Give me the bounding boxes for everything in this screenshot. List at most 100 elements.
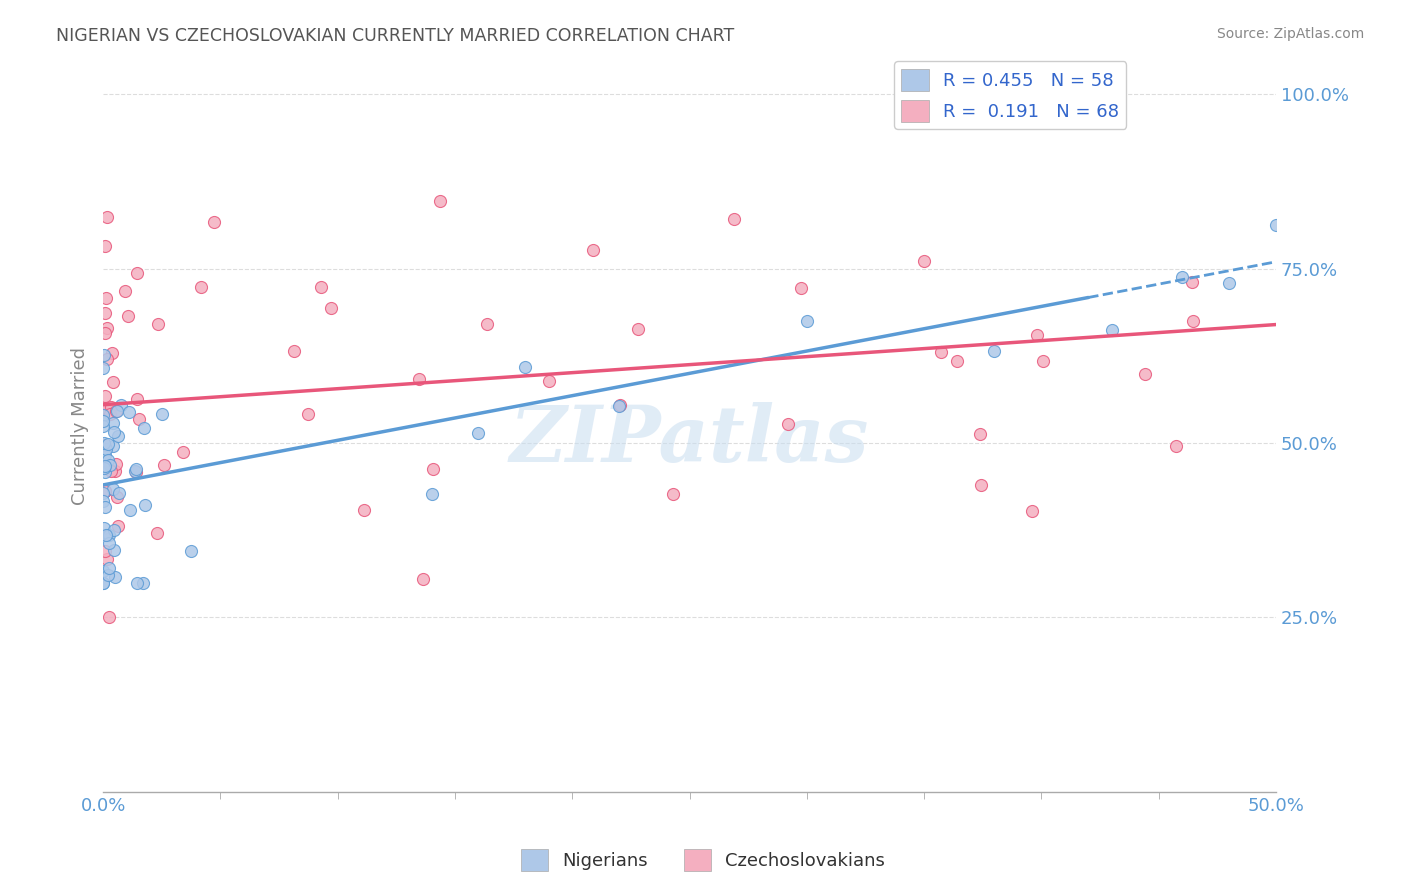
- Point: [103, 543, 125, 558]
- Point: [94, 458, 117, 473]
- Point: [94, 402, 117, 417]
- Point: [103, 523, 125, 537]
- Point: [97, 453, 120, 467]
- Point: [607, 399, 630, 413]
- Point: [790, 281, 813, 295]
- Point: [723, 212, 745, 227]
- Point: [1164, 439, 1187, 453]
- Legend: Nigerians, Czechoslovakians: Nigerians, Czechoslovakians: [513, 842, 893, 879]
- Point: [110, 398, 132, 412]
- Point: [661, 486, 683, 500]
- Point: [107, 429, 129, 443]
- Point: [96, 291, 118, 305]
- Point: [1025, 328, 1047, 343]
- Point: [91, 564, 114, 578]
- Point: [321, 301, 343, 316]
- Point: [91, 414, 114, 428]
- Point: [101, 416, 124, 430]
- Point: [91, 419, 114, 434]
- Point: [94, 466, 117, 480]
- Point: [283, 344, 305, 359]
- Point: [125, 392, 148, 407]
- Point: [93, 348, 115, 362]
- Point: [132, 420, 155, 434]
- Point: [1101, 323, 1123, 337]
- Point: [105, 404, 128, 418]
- Point: [538, 374, 561, 388]
- Point: [983, 344, 1005, 359]
- Point: [627, 322, 650, 336]
- Point: [297, 407, 319, 421]
- Point: [94, 239, 117, 253]
- Point: [104, 569, 127, 583]
- Point: [118, 405, 141, 419]
- Point: [420, 487, 443, 501]
- Point: [309, 280, 332, 294]
- Point: [94, 484, 117, 499]
- Point: [134, 498, 156, 512]
- Point: [96, 551, 118, 566]
- Point: [1182, 314, 1205, 328]
- Point: [100, 464, 122, 478]
- Point: [776, 417, 799, 431]
- Point: [93, 436, 115, 450]
- Point: [94, 544, 117, 558]
- Point: [98, 561, 121, 575]
- Point: [105, 490, 128, 504]
- Text: ZIPatlas: ZIPatlas: [510, 402, 869, 478]
- Point: [796, 314, 818, 328]
- Y-axis label: Currently Married: Currently Married: [72, 347, 89, 505]
- Point: [100, 400, 122, 414]
- Point: [93, 521, 115, 535]
- Point: [91, 486, 114, 500]
- Point: [94, 448, 117, 462]
- Point: [125, 575, 148, 590]
- Point: [94, 326, 117, 341]
- Point: [180, 544, 202, 558]
- Point: [94, 528, 117, 542]
- Point: [93, 460, 115, 475]
- Point: [97, 536, 120, 550]
- Point: [929, 344, 952, 359]
- Point: [94, 500, 117, 515]
- Point: [104, 464, 127, 478]
- Point: [946, 354, 969, 368]
- Point: [1265, 218, 1288, 232]
- Point: [91, 575, 114, 590]
- Point: [912, 254, 935, 268]
- Point: [91, 575, 114, 590]
- Text: Source: ZipAtlas.com: Source: ZipAtlas.com: [1216, 27, 1364, 41]
- Point: [1133, 368, 1156, 382]
- Point: [1171, 270, 1194, 285]
- Point: [101, 482, 124, 496]
- Point: [153, 458, 176, 473]
- Point: [97, 528, 120, 542]
- Point: [114, 284, 136, 298]
- Point: [1021, 503, 1043, 517]
- Point: [969, 426, 991, 441]
- Point: [128, 411, 150, 425]
- Point: [515, 360, 537, 375]
- Point: [146, 317, 169, 331]
- Legend: R = 0.455   N = 58, R =  0.191   N = 68: R = 0.455 N = 58, R = 0.191 N = 68: [894, 62, 1126, 128]
- Point: [132, 575, 155, 590]
- Point: [475, 317, 498, 331]
- Point: [94, 306, 117, 320]
- Point: [105, 404, 128, 418]
- Point: [1181, 275, 1204, 289]
- Point: [970, 477, 993, 491]
- Point: [117, 309, 139, 323]
- Point: [98, 407, 121, 421]
- Point: [422, 461, 444, 475]
- Point: [118, 503, 141, 517]
- Point: [353, 503, 375, 517]
- Point: [91, 494, 114, 508]
- Point: [108, 485, 131, 500]
- Point: [91, 361, 114, 376]
- Point: [202, 215, 225, 229]
- Point: [96, 321, 118, 335]
- Point: [125, 266, 148, 280]
- Point: [105, 457, 128, 471]
- Point: [146, 525, 169, 540]
- Point: [125, 462, 148, 476]
